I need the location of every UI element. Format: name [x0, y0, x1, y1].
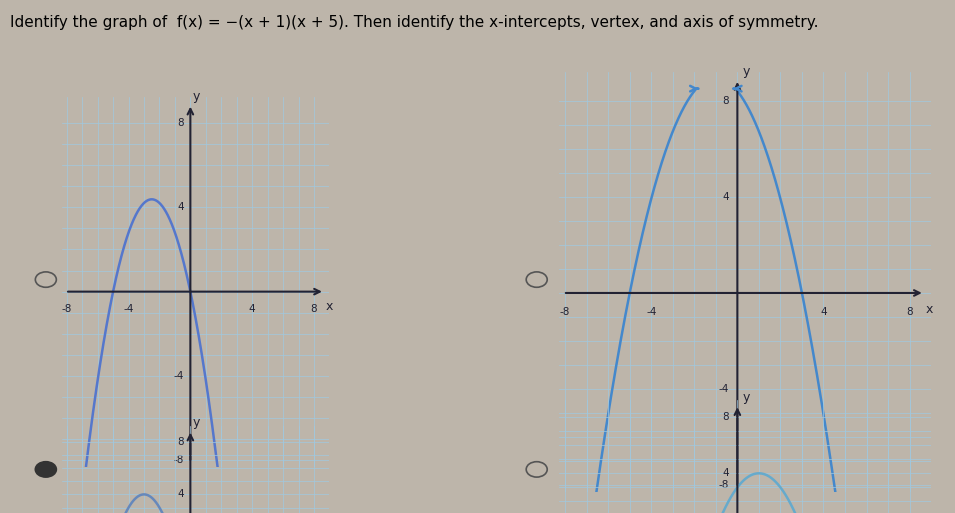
Text: 4: 4: [178, 202, 184, 212]
Text: 4: 4: [722, 192, 729, 202]
Text: 8: 8: [906, 307, 913, 318]
Text: 8: 8: [722, 95, 729, 106]
Text: x: x: [326, 300, 333, 313]
Text: 8: 8: [722, 412, 729, 422]
Text: y: y: [193, 416, 201, 429]
Text: 4: 4: [178, 489, 184, 499]
Text: 4: 4: [249, 304, 256, 314]
Text: -8: -8: [174, 456, 184, 465]
Text: -8: -8: [718, 480, 729, 490]
Text: 4: 4: [722, 468, 729, 478]
Text: 8: 8: [178, 437, 184, 447]
Text: Identify the graph of  f(x) = −(x + 1)(x + 5). Then identify the x-intercepts, v: Identify the graph of f(x) = −(x + 1)(x …: [10, 15, 818, 30]
Text: y: y: [193, 90, 201, 103]
Text: -4: -4: [174, 371, 184, 381]
Text: 8: 8: [178, 118, 184, 128]
Text: 4: 4: [820, 307, 827, 318]
Text: y: y: [742, 391, 750, 404]
Text: -8: -8: [61, 304, 72, 314]
Text: -8: -8: [560, 307, 570, 318]
Text: -4: -4: [123, 304, 134, 314]
Text: y: y: [742, 65, 750, 78]
Text: 8: 8: [310, 304, 317, 314]
Text: -4: -4: [647, 307, 656, 318]
Text: x: x: [925, 303, 933, 317]
Text: -4: -4: [718, 384, 729, 394]
